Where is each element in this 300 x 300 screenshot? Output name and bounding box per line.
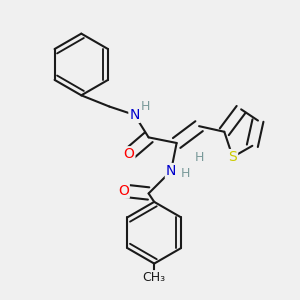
Text: H: H: [194, 151, 204, 164]
Text: N: N: [166, 164, 176, 178]
Text: O: O: [118, 184, 129, 198]
Text: O: O: [124, 147, 134, 161]
Text: H: H: [141, 100, 151, 113]
Text: N: N: [129, 108, 140, 122]
Text: CH₃: CH₃: [142, 271, 166, 284]
Text: S: S: [228, 150, 237, 164]
Text: H: H: [180, 167, 190, 180]
